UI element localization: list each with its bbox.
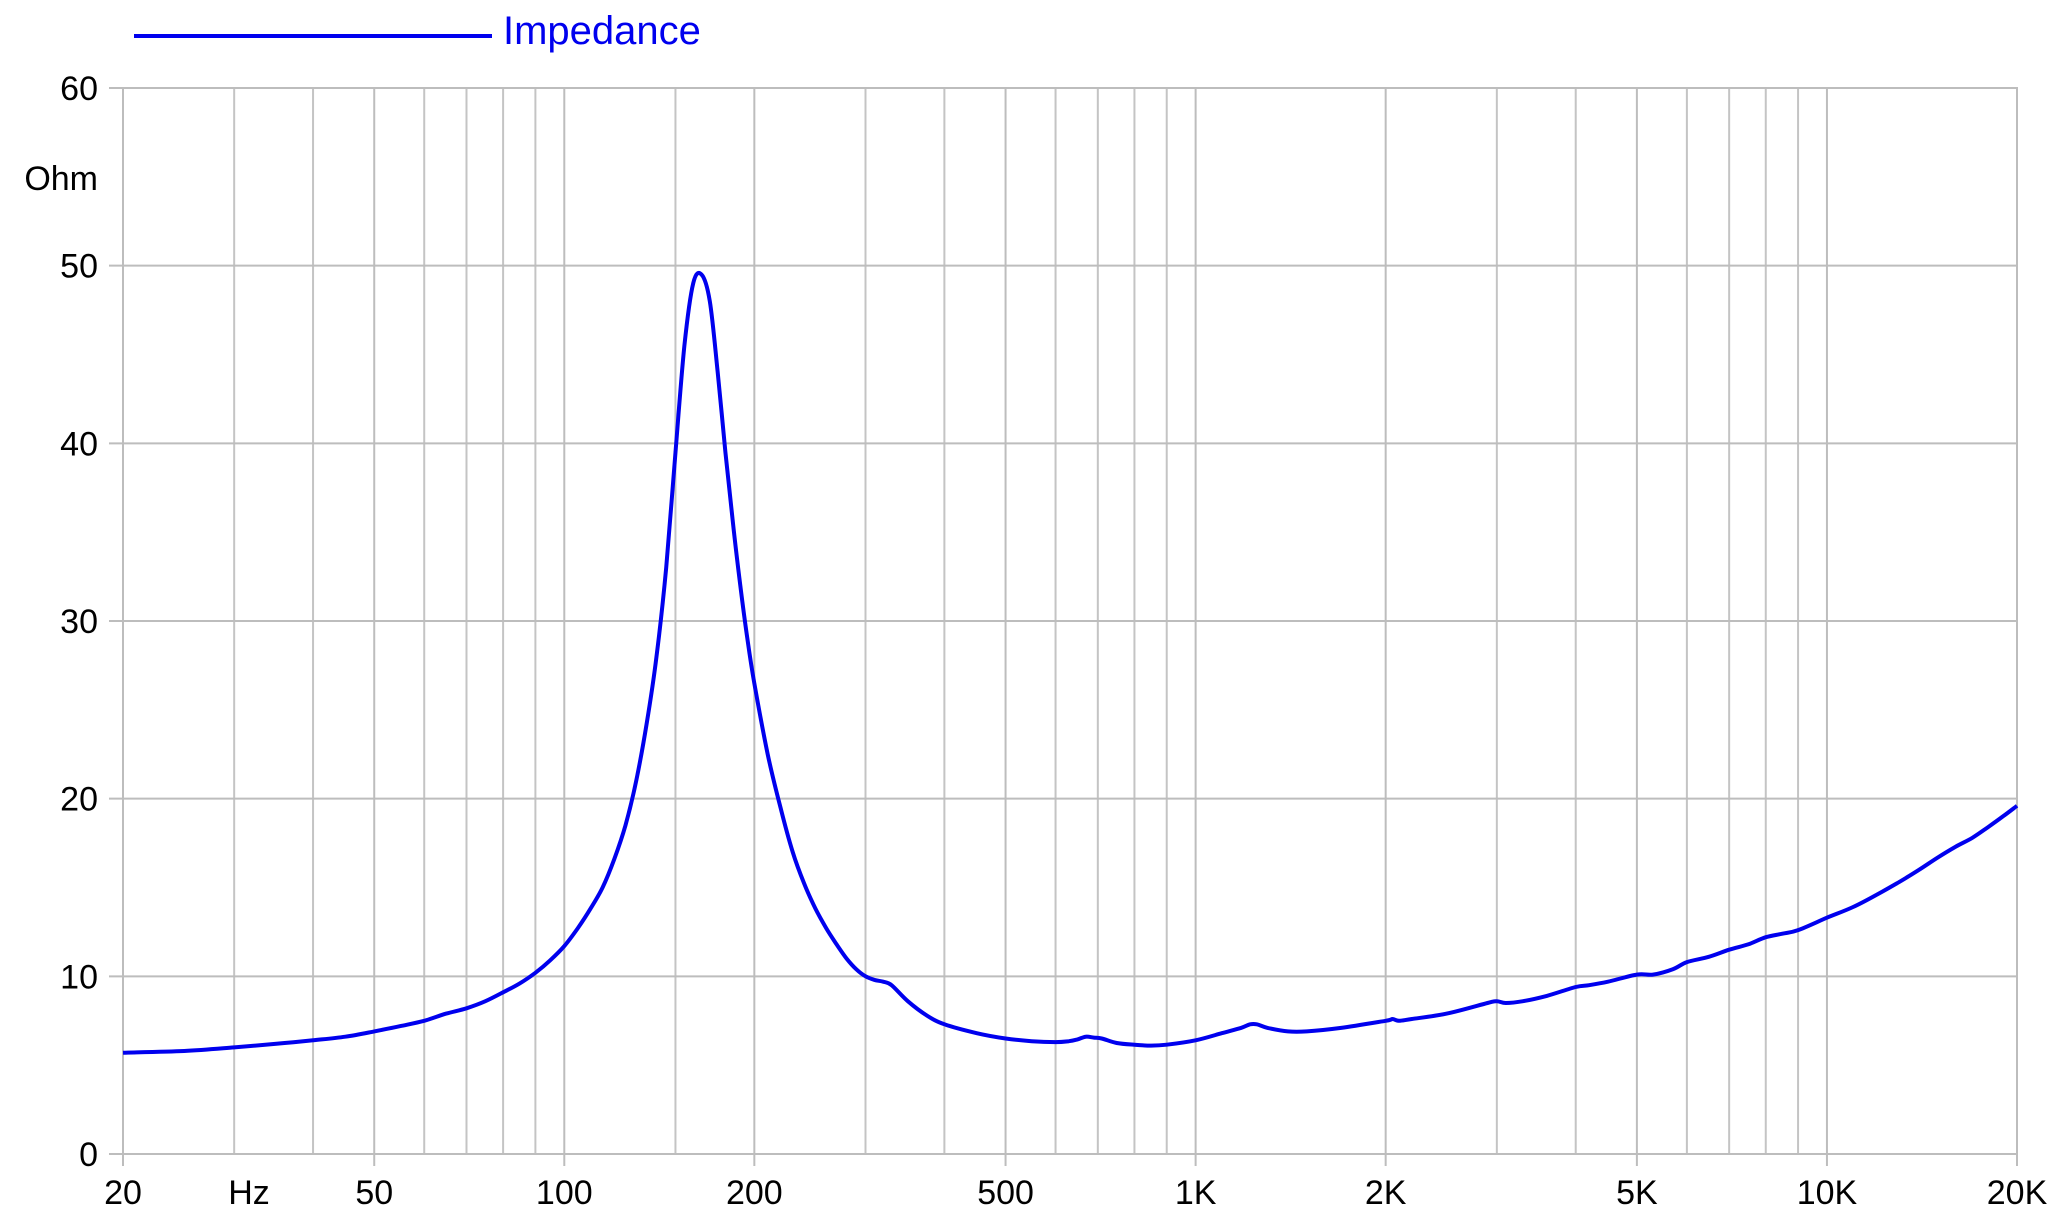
x-tick-labels: 20 50 100 200 500 1K 2K 5K 10K 20K <box>104 1174 2047 1212</box>
x-tick-label: 2K <box>1365 1174 1407 1212</box>
major-x-gridlines <box>122 88 2018 1166</box>
x-tick-label: 20 <box>104 1174 142 1212</box>
x-tick-label: 50 <box>355 1174 393 1212</box>
legend-label-impedance: Impedance <box>503 9 701 53</box>
y-tick-label: 0 <box>79 1136 98 1174</box>
x-tick-label: 20K <box>1987 1174 2048 1212</box>
x-tick-label: 1K <box>1175 1174 1217 1212</box>
y-tick-label: 10 <box>60 958 98 996</box>
y-tick-labels: 0 10 20 30 40 50 60 <box>60 70 98 1174</box>
y-gridlines <box>109 87 2017 1155</box>
x-axis-unit-label: Hz <box>228 1174 270 1212</box>
plot-frame <box>122 87 2018 1155</box>
x-tick-label: 100 <box>536 1174 593 1212</box>
y-tick-label: 20 <box>60 781 98 819</box>
y-tick-label: 30 <box>60 603 98 641</box>
y-tick-label: 40 <box>60 425 98 463</box>
series-layer <box>122 270 2019 1055</box>
x-tick-label: 200 <box>726 1174 783 1212</box>
y-tick-label: 60 <box>60 70 98 108</box>
legend: Impedance <box>134 9 701 53</box>
x-tick-label: 500 <box>977 1174 1034 1212</box>
y-axis-unit-label: Ohm <box>24 160 98 198</box>
x-tick-label: 10K <box>1797 1174 1858 1212</box>
series-line-impedance <box>122 270 2019 1055</box>
x-tick-label: 5K <box>1616 1174 1658 1212</box>
y-tick-label: 50 <box>60 248 98 286</box>
